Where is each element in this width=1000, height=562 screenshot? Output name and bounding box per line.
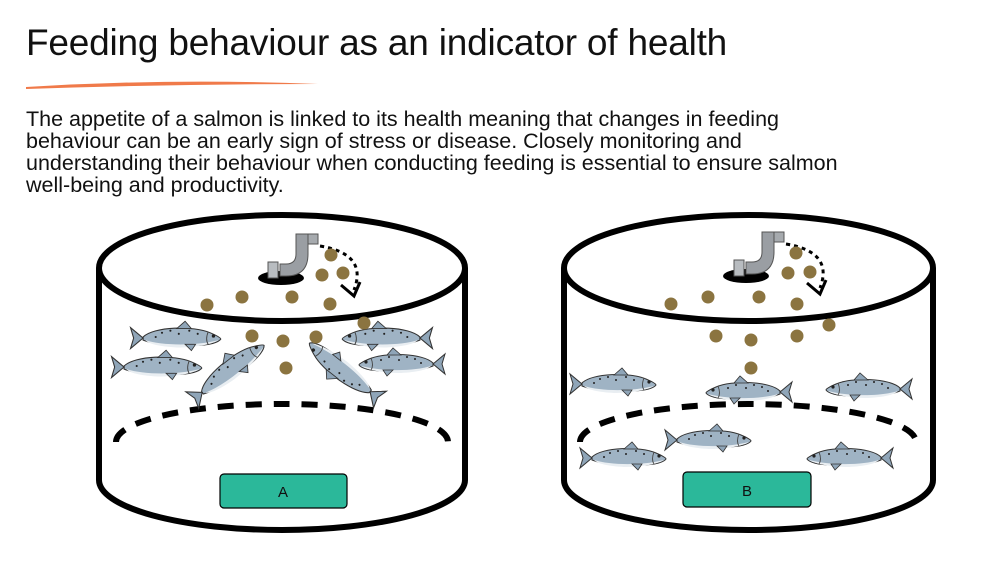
feed-pellet-icon xyxy=(781,266,795,280)
salmon-icon xyxy=(129,320,222,352)
feed-pellet-icon xyxy=(285,290,299,304)
feed-pellet-icon xyxy=(309,330,323,344)
feed-pipe-icon xyxy=(733,231,785,277)
feed-pellet-icon xyxy=(790,297,804,311)
feed-pellet-icon xyxy=(315,268,329,282)
tank-a: A xyxy=(96,212,468,533)
feed-pellet-icon xyxy=(803,265,817,279)
salmon-icon xyxy=(705,375,793,405)
feed-pellet-icon xyxy=(235,290,249,304)
feed-pellet-icon xyxy=(245,329,259,343)
salmon-icon xyxy=(664,423,752,453)
feed-pellet-icon xyxy=(789,246,803,260)
feed-pellet-icon xyxy=(200,298,214,312)
salmon-icon xyxy=(341,320,434,352)
salmon-icon xyxy=(110,349,203,381)
feed-pellet-icon xyxy=(822,318,836,332)
feed-pellet-icon xyxy=(752,290,766,304)
salmon-icon xyxy=(806,441,894,471)
feed-pellet-icon xyxy=(790,329,804,343)
feed-pellet-icon xyxy=(323,297,337,311)
title-underline xyxy=(26,81,318,89)
salmon-icon xyxy=(569,367,657,397)
tank-b-label-box xyxy=(682,471,812,508)
feed-pipe-icon xyxy=(267,233,319,279)
salmon-icon xyxy=(825,372,913,402)
feed-pellet-icon xyxy=(744,361,758,375)
fish-group-a xyxy=(110,320,446,414)
feed-pellet-icon xyxy=(324,248,338,262)
slide-title: Feeding behaviour as an indicator of hea… xyxy=(26,22,728,63)
feed-pellet-icon xyxy=(709,329,723,343)
intro-paragraph: The appetite of a salmon is linked to it… xyxy=(26,107,838,197)
feed-pellet-icon xyxy=(336,266,350,280)
feed-pellet-icon xyxy=(701,290,715,304)
fish-group-b xyxy=(569,367,913,471)
feeding-arrow-icon xyxy=(785,242,825,289)
feed-pellet-icon xyxy=(664,297,678,311)
feeding-arrow-icon xyxy=(319,244,359,291)
feed-pellet-icon xyxy=(279,361,293,375)
tank-a-label: A xyxy=(278,484,288,501)
pellets-b xyxy=(664,246,836,375)
tank-b: B xyxy=(561,212,936,533)
pellets-a xyxy=(200,248,371,375)
feed-pellet-icon xyxy=(744,333,758,347)
feed-pellet-icon xyxy=(276,334,290,348)
tank-a-label-box xyxy=(219,473,348,509)
feed-pellet-icon xyxy=(357,316,371,330)
tank-b-label: B xyxy=(742,483,752,500)
salmon-icon xyxy=(358,347,446,377)
salmon-icon xyxy=(579,441,667,471)
